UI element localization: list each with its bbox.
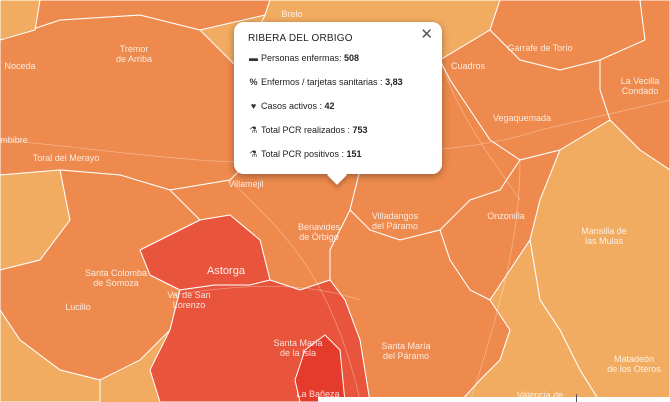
- popup-row-value: 508: [344, 53, 360, 63]
- popup-row-value: 151: [346, 149, 362, 159]
- popup-row-pcr-realizados: ⚗ Total PCR realizados : 753: [248, 125, 368, 136]
- popup-row-label: Enfermos / tarjetas sanitarias :: [261, 77, 386, 87]
- place-label-condado: La Vecilla Condado: [620, 76, 660, 96]
- place-label-ambibre: mbibre: [0, 135, 28, 145]
- popup-row-value: 3,83: [385, 77, 403, 87]
- place-label-onzonilla: Onzonilla: [487, 211, 525, 221]
- flask-icon: ⚗: [249, 149, 258, 159]
- place-label-mansilla: Mansilla de las Mulas: [581, 226, 627, 246]
- flask-icon: ⚗: [249, 125, 258, 135]
- region-south-west-light[interactable]: [0, 309, 101, 402]
- legend-bar: [318, 397, 670, 402]
- heartbeat-icon: ♥: [250, 101, 257, 111]
- place-label-cuadros: Cuadros: [450, 61, 486, 71]
- place-label-val-san-lorenzo: Val de San Lorenzo: [167, 290, 211, 310]
- place-label-noceda: Noceda: [4, 61, 36, 71]
- popup-row-value: 42: [324, 101, 335, 111]
- place-label-astorga: Astorga: [207, 265, 245, 277]
- place-label-valencia: Valencia de: [516, 390, 564, 400]
- region-south-east-light[interactable]: [459, 238, 601, 402]
- popup-row-label: Total PCR realizados :: [261, 125, 353, 135]
- place-label-villamejil: Villamejil: [228, 179, 264, 189]
- popup-body: [234, 22, 442, 174]
- popup-row-label: Total PCR positivos :: [261, 149, 347, 159]
- place-label-santa-maria-paramo: Santa María del Páramo: [381, 341, 431, 361]
- popup-row-value: 753: [352, 125, 368, 135]
- region-la-baneza-core[interactable]: [294, 334, 346, 402]
- place-label-lucillo: Lucillo: [65, 302, 91, 312]
- popup-row-casos-activos: ♥ Casos activos : 42: [248, 101, 335, 111]
- bed-icon: ▬: [249, 53, 258, 63]
- popup-row-label: Casos activos :: [261, 101, 325, 111]
- place-label-santa-colomba: Santa Colomba de Somoza: [84, 268, 148, 288]
- place-label-benavides: Benavides de Órbigo: [297, 222, 341, 242]
- popup-row-pcr-positivos: ⚗ Total PCR positivos : 151: [248, 149, 362, 160]
- place-label-garrafe: Garrafe de Torío: [507, 43, 573, 53]
- place-label-toral: Toral del Merayo: [32, 153, 100, 163]
- popup-row-enfermos-tarjetas: % Enfermos / tarjetas sanitarias : 3,83: [248, 77, 403, 87]
- legend-tick: [576, 394, 577, 402]
- place-label-santa-maria-isla: Santa María de la Isla: [273, 338, 323, 358]
- place-label-matadeon: Matadeón de los Oteros: [607, 354, 661, 374]
- place-label-villadangos: Villadangos del Páramo: [371, 211, 419, 231]
- percent-icon: %: [249, 77, 258, 87]
- popup-row-label: Personas enfermas:: [261, 53, 345, 63]
- popup-row-personas: ▬ Personas enfermas: 508: [248, 53, 359, 63]
- place-label-tremor: Tremor de Arriba: [115, 44, 153, 64]
- info-popup: RIBERA DEL ORBIGO ✕ ▬ Personas enfermas: …: [234, 22, 442, 185]
- place-label-brelo: Brelo: [281, 9, 303, 19]
- close-icon[interactable]: ✕: [420, 26, 433, 43]
- region-noceda[interactable]: [0, 0, 41, 41]
- place-label-la-baneza: La Bañeza: [296, 389, 340, 399]
- popup-title: RIBERA DEL ORBIGO: [248, 33, 353, 44]
- place-label-vegaquemada: Vegaquemada: [492, 113, 552, 123]
